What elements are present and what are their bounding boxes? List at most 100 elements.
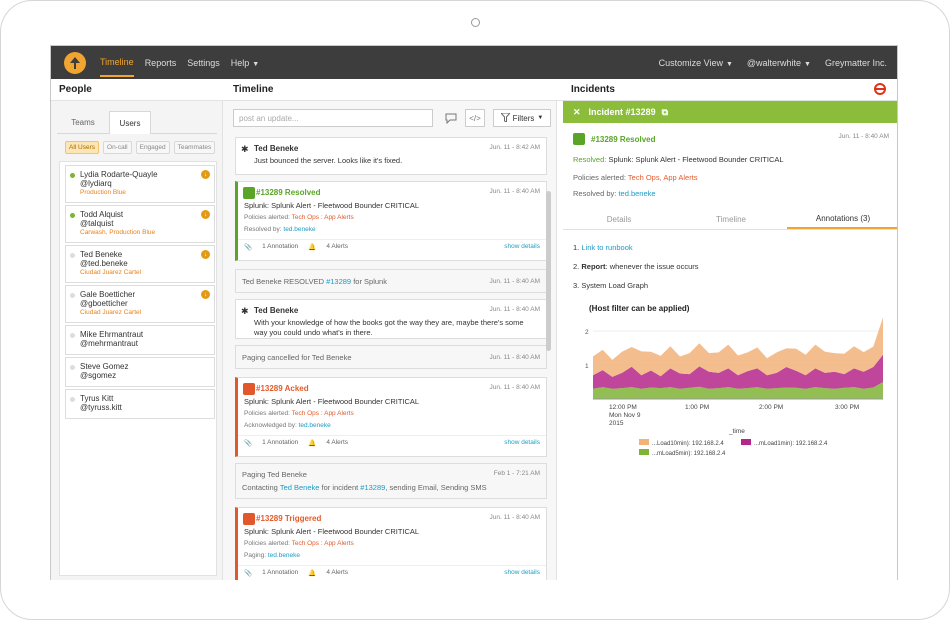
message-time: Jun. 11 - 8:40 AM [489,306,540,313]
tab-details[interactable]: Details [606,215,632,224]
by-link[interactable]: ted.beneke [298,422,331,429]
timeline-scrollbar[interactable] [546,191,551,351]
annotation-number: 1. [573,243,580,252]
paging-entry: Paging Ted Beneke Feb 1 - 7:21 AM Contac… [235,463,547,499]
alert-count[interactable]: 4 Alerts [326,439,349,446]
incident-link[interactable]: #13289 [326,277,352,286]
external-link-icon[interactable]: ⧉ [661,106,669,117]
user-menu[interactable]: @walterwhite ▼ [747,58,811,68]
event-title: #13289 Acked [256,384,309,393]
event-time: Jun. 11 - 8:40 AM [489,384,540,391]
chart-title: (Host filter can be applied) [589,304,690,313]
user-card[interactable]: Mike Ehrmantraut @mehrmantraut [65,325,215,355]
by-label: Acknowledged by: [244,422,297,429]
legend-swatch [639,439,649,445]
tab-timeline[interactable]: Timeline [716,215,746,224]
nav-timeline[interactable]: Timeline [100,48,134,77]
timeline-header: Timeline [233,84,274,95]
user-name: Todd Alquist [80,210,124,219]
paging-user-link[interactable]: Ted Beneke [279,483,320,492]
alert-icon: ↓ [201,170,210,179]
alert-count[interactable]: 4 Alerts [326,243,349,250]
policies-link[interactable]: Tech Ops : App Alerts [291,214,354,221]
alert-count[interactable]: 4 Alerts [326,569,349,576]
camera-dot [471,18,480,27]
user-card[interactable]: Gale Boetticher @gboetticher Ciudad Juar… [65,285,215,323]
x-tick-label: 2:00 PM [759,404,783,411]
policies-link[interactable]: Tech Ops, App Alerts [627,173,698,182]
paperclip-icon: 📎 [244,570,253,577]
nav-reports[interactable]: Reports [144,57,177,68]
org-name[interactable]: Greymatter Inc. [824,57,887,68]
close-icon[interactable]: ✕ [573,106,581,117]
paging-pre: Contacting [242,483,280,492]
filters-button[interactable]: Filters ▼ [493,109,551,127]
user-card[interactable]: Steve Gomez @sgomez [65,357,215,387]
by-link[interactable]: ted.beneke [283,226,316,233]
pagerduty-icon[interactable] [873,82,887,99]
user-name: Gale Boetticher [80,290,136,299]
user-name: Ted Beneke [80,250,123,259]
nav-settings[interactable]: Settings [187,57,220,68]
incident-tabs: Details Timeline Annotations (3) [563,210,897,230]
filter-teammates[interactable]: Teammates [173,141,216,154]
alert-icon: ↓ [201,250,210,259]
post-update-input[interactable]: post an update... [233,109,433,127]
show-details-link[interactable]: show details [504,439,540,446]
chevron-down-icon: ▼ [252,60,260,68]
people-panel: Teams Users All Users On-call Engaged Te… [51,101,223,580]
incident-event-card: #13289 Resolved Jun. 11 - 8:40 AM Splunk… [235,181,547,261]
by-label: Paging: [244,552,267,559]
series-area [593,354,883,389]
user-card[interactable]: Tyrus Kitt @tyruss.kitt [65,389,215,419]
report-label: Report [581,262,606,271]
customize-view-menu[interactable]: Customize View ▼ [659,58,733,68]
log-time: Jun. 11 - 8:40 AM [489,354,540,361]
tab-teams[interactable]: Teams [71,118,95,127]
user-card[interactable]: Lydia Rodarte-Quayle @lydiarq Production… [65,165,215,203]
policies-link[interactable]: Tech Ops : App Alerts [291,540,354,547]
resolved-icon [243,187,255,199]
filter-all-users[interactable]: All Users [65,141,100,154]
user-card[interactable]: Todd Alquist @talquist Carwash, Producti… [65,205,215,243]
nav-help[interactable]: Help ▼ [231,58,259,68]
column-headers: People Timeline Incidents [51,79,897,101]
show-details-link[interactable]: show details [504,569,540,576]
user-handle: @lydiarq [80,179,112,188]
by-link[interactable]: ted.beneke [618,189,656,198]
incident-event-card: #13289 Acked Jun. 11 - 8:40 AM Splunk: S… [235,377,547,457]
annotation-count[interactable]: 1 Annotation [262,569,299,576]
top-nav: Timeline Reports Settings Help ▼ Customiz… [51,46,897,79]
by-link[interactable]: ted.beneke [267,552,301,559]
comment-icon[interactable] [441,109,461,127]
log-text: Paging cancelled for Ted Beneke [242,353,352,362]
nav-right: Customize View ▼ @walterwhite ▼ Greymatter… [659,58,897,68]
slack-icon: ✱ [241,306,249,316]
policies-link[interactable]: Tech Ops : App Alerts [291,410,354,417]
runbook-link[interactable]: Link to runbook [581,243,633,252]
customize-label: Customize View [658,57,723,68]
paging-time: Feb 1 - 7:21 AM [493,470,540,477]
tab-users[interactable]: Users [109,111,151,134]
incident-link[interactable]: #13289 [360,483,386,492]
logo-icon[interactable] [64,51,86,74]
y-tick-label: 2 [585,329,589,336]
show-details-link[interactable]: show details [504,243,540,250]
y-tick-label: 1 [585,363,589,370]
nav-help-label: Help [230,57,250,68]
user-card[interactable]: Ted Beneke @ted.beneke Ciudad Juarez Car… [65,245,215,283]
annotation-count[interactable]: 1 Annotation [262,243,299,250]
event-summary: Splunk: Splunk Alert - Fleetwood Bounder… [244,527,420,536]
incident-title: Incident #13289 [588,107,656,117]
code-icon[interactable]: </> [465,109,485,127]
user-name: Steve Gomez [80,362,129,371]
filter-on-call[interactable]: On-call [103,141,132,154]
tab-annotations[interactable]: Annotations (3) [787,210,897,229]
bell-icon: 🔔 [308,440,317,447]
event-footer: 📎 1 Annotation 🔔 4 Alerts show details [238,239,546,254]
annotation-count[interactable]: 1 Annotation [262,439,299,446]
event-summary: Splunk: Splunk Alert - Fleetwood Bounder… [244,397,420,406]
incident-panel: ✕ Incident #13289 ⧉ #13289 Resolved Jun.… [563,101,897,580]
legend-label: ...Load10min): 192.168.2.4 [652,441,724,447]
filter-engaged[interactable]: Engaged [135,141,170,154]
